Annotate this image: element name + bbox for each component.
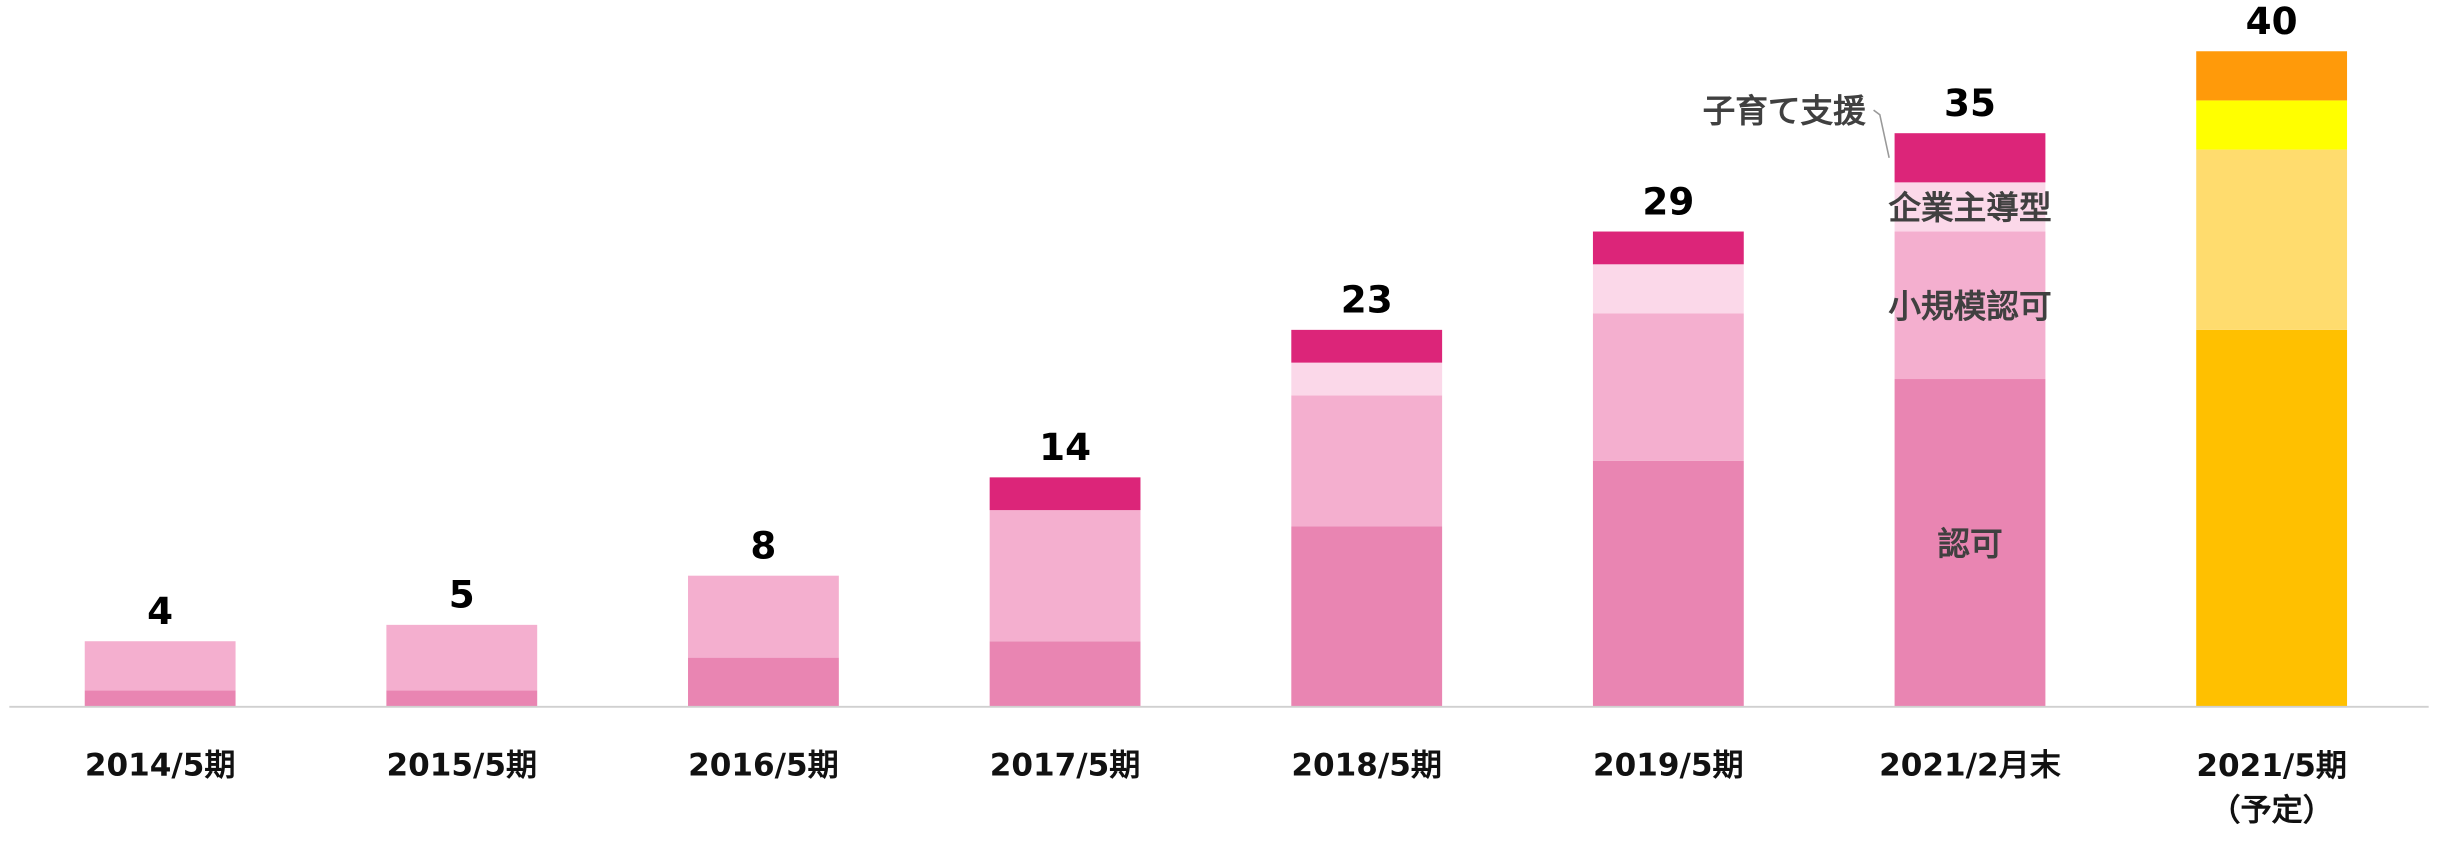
bar-segment — [688, 575, 839, 658]
bar-segment — [1592, 264, 1744, 314]
bar-segment — [84, 641, 236, 691]
x-tick-label: 2017/5期 — [990, 747, 1141, 783]
bar-segment — [1592, 313, 1744, 461]
bar-segment — [1592, 460, 1744, 707]
series-label: 企業主導型 — [1888, 189, 2051, 227]
x-tick-label: 2021/5期（予定） — [2196, 747, 2347, 827]
bar-segment — [1894, 379, 2046, 707]
bar-segment — [386, 624, 538, 691]
x-tick-label: 2016/5期 — [688, 747, 839, 783]
x-tick-label: 2014/5期 — [85, 747, 236, 783]
bar-segment — [989, 477, 1141, 511]
series-label: 小規模認可 — [1888, 287, 2051, 325]
x-tick-label: 2018/5期 — [1291, 747, 1442, 783]
x-tick-label: 2021/2月末 — [1879, 747, 2061, 783]
bar-segment — [2196, 329, 2348, 707]
bar-segment — [386, 690, 538, 707]
series-label: 子育て支援 — [1703, 92, 1867, 130]
bar-segment — [1291, 526, 1443, 707]
leader-line — [1873, 109, 1890, 158]
bar-segment — [989, 641, 1141, 707]
bar-segment — [1291, 362, 1443, 396]
total-label: 40 — [2246, 0, 2298, 43]
bar-segment — [2196, 149, 2348, 330]
total-label: 23 — [1341, 279, 1393, 322]
bar-segment — [688, 657, 839, 707]
bar-segment — [2196, 51, 2348, 101]
total-label: 5 — [449, 574, 475, 617]
x-tick-label: 2015/5期 — [386, 747, 537, 783]
total-label: 35 — [1944, 82, 1996, 125]
bar-segment — [1894, 231, 2046, 380]
bar-segment — [1894, 133, 2046, 183]
bar-segment — [1592, 231, 1744, 265]
bar-segment — [1291, 395, 1443, 527]
total-label: 14 — [1039, 426, 1091, 469]
total-label: 4 — [147, 590, 173, 633]
total-label: 29 — [1642, 180, 1694, 223]
x-tick-label: 2019/5期 — [1593, 747, 1744, 783]
series-label: 認可 — [1937, 525, 2002, 563]
bar-segment — [1894, 182, 2046, 232]
total-label: 8 — [750, 525, 776, 568]
bar-segment — [84, 690, 236, 707]
bar-segment — [989, 510, 1141, 642]
bar-segment — [2196, 100, 2348, 150]
bar-segment — [1291, 329, 1443, 363]
